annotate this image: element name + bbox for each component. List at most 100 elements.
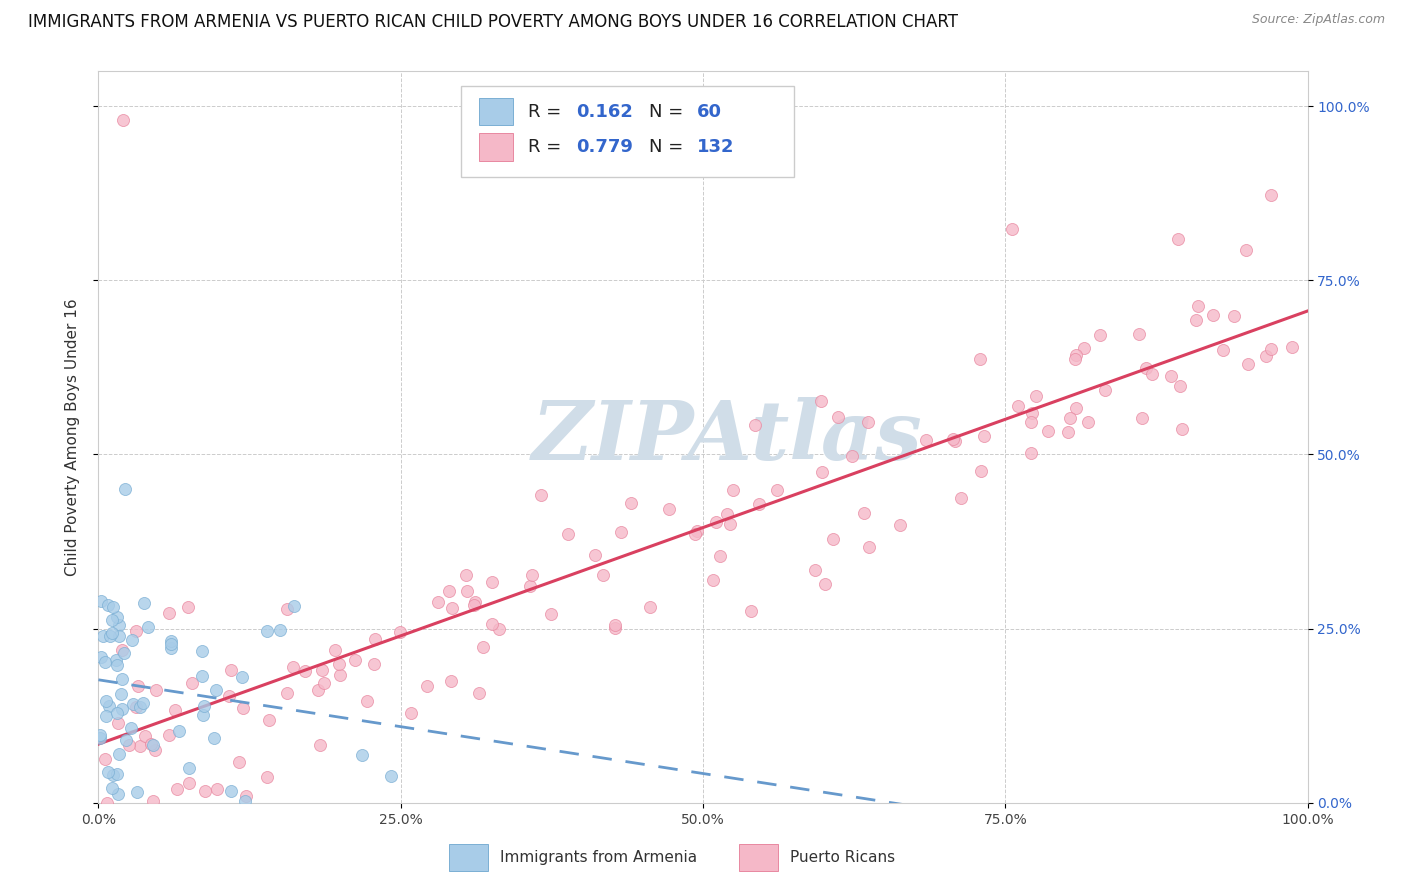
Point <box>1281 340 1303 354</box>
Point <box>1135 361 1157 376</box>
Point <box>89 728 111 742</box>
Text: N =: N = <box>648 137 689 156</box>
Point <box>709 549 731 563</box>
Point <box>202 731 225 746</box>
Point <box>232 701 254 715</box>
Point <box>120 721 142 735</box>
Point <box>530 487 553 501</box>
Point <box>1025 389 1047 403</box>
Point <box>108 618 131 632</box>
Point <box>129 739 152 753</box>
Point <box>380 769 402 783</box>
Point <box>439 674 461 689</box>
Point <box>1064 348 1087 362</box>
Point <box>101 613 124 627</box>
Point <box>159 637 181 651</box>
Point <box>311 664 333 678</box>
Point <box>352 747 374 762</box>
Point <box>112 113 135 128</box>
Point <box>721 483 744 497</box>
Point <box>1170 379 1192 393</box>
Point <box>471 640 494 655</box>
Point <box>1237 357 1260 371</box>
Point <box>127 785 149 799</box>
Point <box>1019 416 1042 430</box>
Point <box>605 621 627 635</box>
Point <box>1260 342 1282 356</box>
Point <box>1254 349 1277 363</box>
Point <box>191 708 214 723</box>
Point <box>105 706 128 721</box>
Point <box>540 607 562 622</box>
Point <box>309 738 332 752</box>
Text: ZIPAtlas: ZIPAtlas <box>531 397 922 477</box>
Point <box>97 765 120 780</box>
Point <box>766 483 789 498</box>
Point <box>1171 422 1194 436</box>
Point <box>603 618 626 632</box>
Point <box>704 516 727 530</box>
Point <box>363 657 385 671</box>
Point <box>134 596 156 610</box>
Point <box>131 697 153 711</box>
Point <box>104 653 127 667</box>
Point <box>1140 367 1163 381</box>
Point <box>190 643 212 657</box>
Point <box>105 767 128 781</box>
Point <box>90 594 112 608</box>
Point <box>166 781 188 796</box>
Point <box>191 669 214 683</box>
Point <box>720 517 742 532</box>
Point <box>914 433 936 447</box>
Point <box>256 770 278 784</box>
Point <box>283 599 305 613</box>
Point <box>177 600 200 615</box>
Point <box>344 653 367 667</box>
Point <box>101 626 124 640</box>
Point <box>401 706 423 720</box>
Point <box>1001 222 1024 236</box>
FancyBboxPatch shape <box>461 86 793 178</box>
Point <box>1057 425 1080 439</box>
Point <box>415 680 437 694</box>
Point <box>111 643 134 657</box>
Point <box>520 567 543 582</box>
Point <box>218 690 240 704</box>
Point <box>481 617 503 632</box>
Point <box>283 660 305 674</box>
Point <box>136 620 159 634</box>
Point <box>969 351 991 366</box>
Bar <box>479 98 513 126</box>
Point <box>609 524 631 539</box>
Point <box>101 599 124 614</box>
Point <box>89 731 111 746</box>
Point <box>685 526 707 541</box>
Point <box>157 728 180 742</box>
Point <box>1202 308 1225 322</box>
Point <box>328 657 350 672</box>
Point <box>90 650 112 665</box>
Point <box>803 563 825 577</box>
Point <box>356 694 378 708</box>
Point <box>307 683 329 698</box>
Point <box>658 502 681 516</box>
Point <box>329 668 352 682</box>
Point <box>1187 299 1209 313</box>
Point <box>231 670 253 684</box>
Point <box>121 697 143 711</box>
Point <box>1019 446 1042 460</box>
Point <box>1128 327 1150 342</box>
Point <box>91 629 114 643</box>
Point <box>97 699 120 714</box>
Point <box>143 742 166 756</box>
Point <box>427 595 450 609</box>
Point <box>1076 415 1098 429</box>
Point <box>488 622 510 636</box>
Point <box>194 784 217 798</box>
Point <box>519 579 541 593</box>
Text: 132: 132 <box>697 137 734 156</box>
Point <box>235 794 257 808</box>
Point <box>157 606 180 620</box>
Point <box>118 739 141 753</box>
Point <box>856 415 879 429</box>
